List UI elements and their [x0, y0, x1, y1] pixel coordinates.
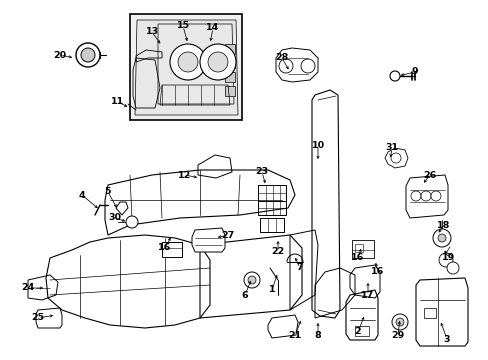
Text: 3: 3 — [443, 334, 449, 343]
Circle shape — [410, 191, 420, 201]
Circle shape — [395, 318, 403, 326]
Text: 24: 24 — [21, 284, 35, 292]
Circle shape — [244, 272, 260, 288]
Bar — [423, 308, 435, 318]
Text: 8: 8 — [314, 330, 321, 339]
Text: 22: 22 — [271, 248, 284, 256]
Circle shape — [200, 44, 236, 80]
Text: 14: 14 — [206, 23, 219, 32]
Circle shape — [430, 191, 440, 201]
Text: 23: 23 — [255, 167, 268, 176]
Circle shape — [389, 71, 399, 81]
Bar — [224, 72, 235, 82]
Text: 4: 4 — [79, 190, 85, 199]
Text: 7: 7 — [296, 264, 303, 273]
Bar — [258, 185, 285, 201]
Text: 10: 10 — [311, 140, 324, 149]
Bar — [354, 244, 362, 252]
Circle shape — [126, 216, 138, 228]
Text: 27: 27 — [221, 230, 234, 239]
Text: 31: 31 — [385, 144, 398, 153]
Text: 25: 25 — [31, 314, 44, 323]
Text: 20: 20 — [53, 50, 66, 59]
Circle shape — [207, 52, 227, 72]
Text: 30: 30 — [108, 213, 121, 222]
Text: 13: 13 — [145, 27, 158, 36]
Text: 12: 12 — [178, 171, 191, 180]
Polygon shape — [116, 202, 128, 215]
Circle shape — [81, 48, 95, 62]
Circle shape — [438, 253, 452, 267]
Bar — [224, 44, 235, 54]
Text: 16: 16 — [158, 243, 171, 252]
Text: 6: 6 — [241, 291, 248, 300]
Bar — [351, 240, 373, 258]
Bar — [224, 58, 235, 68]
Text: 29: 29 — [390, 330, 404, 339]
Circle shape — [247, 276, 256, 284]
Polygon shape — [135, 20, 238, 115]
Text: 28: 28 — [275, 54, 288, 63]
Text: 26: 26 — [423, 171, 436, 180]
Text: 5: 5 — [104, 188, 111, 197]
Circle shape — [432, 229, 450, 247]
Text: 11: 11 — [111, 98, 124, 107]
Circle shape — [76, 43, 100, 67]
Circle shape — [391, 314, 407, 330]
Text: 2: 2 — [354, 328, 361, 337]
Circle shape — [279, 59, 292, 73]
Bar — [354, 326, 368, 336]
Circle shape — [437, 234, 445, 242]
Text: 16: 16 — [351, 253, 364, 262]
Text: 21: 21 — [288, 330, 301, 339]
Polygon shape — [192, 228, 224, 252]
Text: 1: 1 — [268, 285, 275, 294]
Text: 16: 16 — [370, 267, 384, 276]
Circle shape — [178, 52, 198, 72]
Circle shape — [446, 262, 458, 274]
Text: 19: 19 — [442, 253, 455, 262]
Text: 17: 17 — [361, 291, 374, 300]
Text: 18: 18 — [436, 220, 450, 230]
Bar — [260, 218, 284, 232]
Bar — [258, 201, 285, 215]
Bar — [224, 86, 235, 96]
Text: 9: 9 — [411, 68, 417, 77]
Bar — [162, 242, 182, 257]
Polygon shape — [384, 148, 407, 168]
Circle shape — [420, 191, 430, 201]
Text: 15: 15 — [176, 22, 189, 31]
Circle shape — [301, 59, 314, 73]
Bar — [130, 14, 242, 120]
Circle shape — [170, 44, 205, 80]
